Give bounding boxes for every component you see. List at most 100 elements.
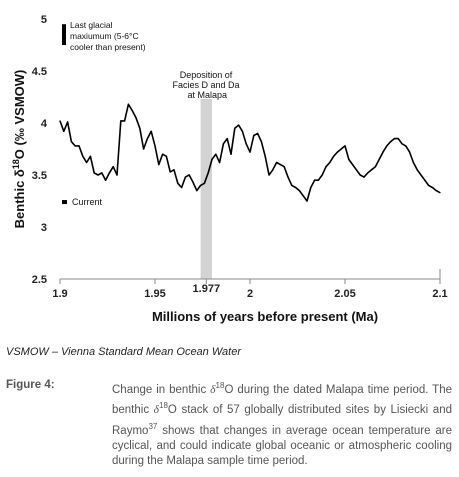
highlight-tick-label: 1.977 [193,283,221,295]
data-point [97,174,99,176]
data-point [127,103,129,105]
data-point [131,109,133,112]
band-label-line: Deposition of [180,70,233,80]
data-point [192,181,194,183]
data-point [325,166,327,168]
data-point [302,195,304,197]
y-axis-title-sup: 18 [11,159,21,169]
data-point [260,141,262,143]
data-point [352,164,354,166]
deposition-band [200,99,212,279]
data-point [112,166,114,168]
band-label: Deposition of Facies D and Da at Malapa [173,70,243,100]
data-point [374,166,376,168]
data-point [203,182,205,184]
y-tick-label: 3 [41,222,47,234]
current-marker [62,200,67,205]
x-axis-title: Millions of years before present (Ma) [152,309,378,324]
data-point [333,155,335,157]
data-point [264,155,266,157]
data-point [215,153,217,155]
data-point [108,172,110,174]
caption-delta: δ [153,404,160,417]
data-point [241,130,243,132]
data-point [310,186,312,189]
data-point [86,161,88,164]
y-tick-label: 3.5 [32,170,47,182]
data-points [59,103,441,202]
data-point [169,171,171,173]
x-axis-ticks: 1.9 1.95 2 2.05 2.1 1.977 [52,279,448,300]
data-point [390,141,392,143]
glacial-label: Last glacial maxiumum (5-6°C cooler than… [70,20,146,52]
caption-part: O stack of 57 globally distributed sites… [112,404,452,437]
glacial-label-line: Last glacial [70,20,113,30]
data-point [298,190,300,192]
figure-label: Figure 4: [6,379,55,391]
data-point [378,158,380,160]
data-point [219,161,221,164]
data-point [154,145,156,147]
y-axis-title-part: O (‰ VSMOW) [12,70,27,160]
data-point [317,179,319,181]
data-point [207,172,209,174]
data-point [257,132,259,134]
caption-sup: 18 [215,381,225,390]
data-point [158,164,160,166]
data-point [120,120,122,122]
x-tick-label: 1.95 [144,288,165,300]
caption-delta: δ [210,383,216,396]
data-point [211,158,213,160]
band-label-line: Facies D and Da [173,80,240,90]
data-point [74,145,76,147]
data-point [124,120,126,122]
x-tick-label: 2.05 [334,288,355,300]
data-point [222,143,224,145]
data-point [78,145,80,147]
data-point [306,200,308,202]
data-point [143,148,145,150]
caption-part: shows that changes in average ocean temp… [112,424,452,468]
data-point [321,174,323,176]
data-point [63,130,65,132]
data-point [363,176,365,178]
data-point [93,172,95,174]
glacial-marker [62,24,66,45]
data-point [82,155,84,157]
data-point [238,124,240,126]
glacial-label-line: cooler than present) [70,42,146,52]
data-point [344,145,346,147]
data-point [416,169,418,171]
data-point [279,164,281,166]
data-point [348,158,350,160]
footnote: VSMOW – Vienna Standard Mean Ocean Water [6,346,241,358]
data-point [89,155,91,157]
data-point [150,130,152,132]
caption-ref: 37 [148,421,158,431]
data-point [329,161,331,164]
data-point [268,174,270,176]
x-tick-label: 2.1 [432,288,447,300]
x-tick-label: 1.9 [52,288,67,300]
data-point [234,127,236,129]
data-point [393,138,395,140]
data-point [397,138,399,140]
data-point [295,186,297,189]
data-point [283,166,285,168]
y-tick-label: 4.5 [32,66,47,78]
data-point [146,138,148,140]
data-point [253,134,255,137]
data-point [367,172,369,174]
y-axis-ticks: 2.5 3 3.5 4 4.5 5 [32,14,48,286]
chart: 2.5 3 3.5 4 4.5 5 1.9 1.95 2 2.05 2.1 1.977 Curren… [11,14,448,324]
data-point [230,153,232,155]
figure-caption: Change in benthic δ18O during the dated … [112,378,452,470]
data-point [105,179,107,181]
data-point [101,172,103,174]
y-tick-label: 2.5 [32,274,47,286]
data-point [420,174,422,176]
data-point [401,143,403,145]
data-point [435,190,437,192]
data-point [428,184,430,186]
data-point [439,192,441,194]
